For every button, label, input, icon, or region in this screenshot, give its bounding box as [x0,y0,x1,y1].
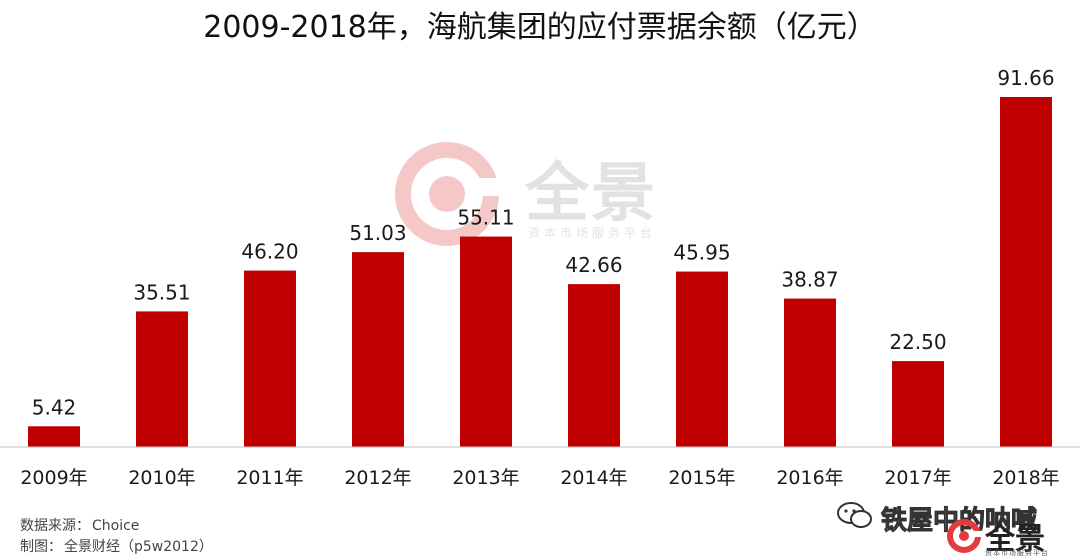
x-tick-label: 2017年 [884,467,951,489]
data-source: 数据来源： Choice [20,515,139,535]
bar [460,236,512,447]
watermark: 全景 资本市场服务平台 [385,138,685,248]
bar [1000,97,1052,447]
chart-maker-value: 全景财经（p5w2012） [64,539,213,555]
x-tick-label: 2018年 [992,467,1059,489]
bar [352,252,404,447]
data-label: 35.51 [133,280,190,304]
brand-logo-icon [947,519,982,553]
x-tick-label: 2014年 [560,467,627,489]
watermark-subtitle: 资本市场服务平台 [528,226,657,240]
chart-maker-label: 制图： [20,539,62,555]
bar [244,270,296,447]
brand-logo-name: 全景 [985,522,1045,557]
watermark-name: 全景 [525,157,657,231]
data-source-value: Choice [92,518,140,534]
data-label: 22.50 [889,330,946,354]
x-tick-label: 2012年 [344,467,411,489]
bar [136,311,188,447]
data-label: 5.42 [32,395,77,419]
data-label: 45.95 [673,241,730,265]
x-tick-label: 2010年 [128,467,195,489]
x-tick-label: 2015年 [668,467,735,489]
x-tick-label: 2013年 [452,467,519,489]
bar [568,284,620,447]
data-label: 91.66 [997,66,1054,90]
bar [676,271,728,447]
brand-logo-subtitle: 资本市场服务平台 [985,549,1049,557]
data-label: 42.66 [565,253,622,277]
chart-maker: 制图： 全景财经（p5w2012） [20,536,213,556]
wechat-account-watermark: 铁屋中的呐喊 [835,498,1075,537]
data-label: 51.03 [349,221,406,245]
brand-logo: 全景 资本市场服务平台 [945,516,1075,558]
bar-chart: 5.42 2009年 35.51 2010年 46.20 2011年 51.03 2012年 5… [0,66,1080,489]
wechat-icon [837,502,872,528]
chart-title: 2009-2018年，海航集团的应付票据余额（亿元） [203,10,877,45]
data-label: 46.20 [241,240,298,264]
x-tick-label: 2016年 [776,467,843,489]
watermark-logo-icon [395,142,505,246]
bar [892,361,944,447]
bar [28,426,80,447]
data-source-label: 数据来源： [20,518,90,534]
data-label: 38.87 [781,268,838,292]
data-label: 55.11 [457,206,514,230]
x-tick-label: 2009年 [20,467,87,489]
x-tick-label: 2011年 [236,467,303,489]
bar [784,298,836,447]
